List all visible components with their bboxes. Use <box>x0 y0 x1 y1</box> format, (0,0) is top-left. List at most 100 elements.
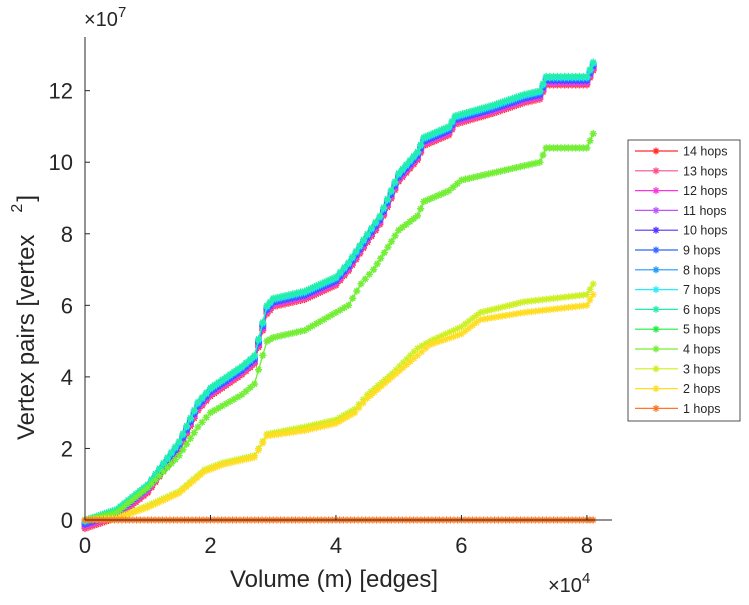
series-10-hops <box>82 63 597 528</box>
data-point <box>587 296 594 303</box>
data-point <box>590 130 597 137</box>
y-tick-label: 12 <box>49 79 73 104</box>
legend-marker <box>653 227 660 234</box>
data-point <box>536 87 543 94</box>
data-point <box>160 459 167 466</box>
legend-marker <box>653 167 660 174</box>
series-line <box>85 70 593 528</box>
x-tick-label: 2 <box>204 533 216 558</box>
y-tick-label: 0 <box>61 508 73 533</box>
x-tick-label: 6 <box>455 533 467 558</box>
legend-label: 7 hops <box>683 283 721 297</box>
series-line <box>85 67 593 525</box>
data-point <box>392 232 399 239</box>
data-point <box>388 238 395 245</box>
legend-marker <box>653 148 660 155</box>
x-tick-label: 4 <box>330 533 342 558</box>
data-point <box>377 255 384 262</box>
series-2-hops <box>82 291 597 523</box>
data-point <box>381 249 388 256</box>
data-point <box>590 291 597 298</box>
data-point <box>445 123 452 130</box>
y-tick-label: 4 <box>61 365 73 390</box>
series-line <box>85 284 593 520</box>
x-axis-label: Volume (m) [edges] <box>230 566 438 593</box>
data-point <box>183 441 190 448</box>
legend-label: 13 hops <box>683 164 727 178</box>
legend-label: 1 hops <box>683 402 721 416</box>
series-line <box>85 66 593 524</box>
data-point <box>380 204 387 211</box>
data-point <box>539 152 546 159</box>
series-line <box>85 65 593 523</box>
data-point <box>376 212 383 219</box>
series-line <box>85 71 593 529</box>
y-tick-label: 6 <box>61 293 73 318</box>
legend-label: 14 hops <box>683 145 727 159</box>
data-point <box>255 366 262 373</box>
y-tick-label: 8 <box>61 222 73 247</box>
series-6-hops <box>82 59 597 524</box>
data-point <box>259 352 266 359</box>
data-point <box>587 137 594 144</box>
legend-label: 5 hops <box>683 323 721 337</box>
data-point <box>187 435 194 442</box>
legend-label: 4 hops <box>683 343 721 357</box>
x-tick-label: 8 <box>581 533 593 558</box>
series-8-hops <box>82 61 597 526</box>
x-tick-label: 0 <box>79 533 91 558</box>
plot-area <box>82 59 597 533</box>
data-point <box>417 205 424 212</box>
data-point <box>251 381 258 388</box>
data-point <box>259 319 266 326</box>
series-line <box>85 62 593 520</box>
legend-label: 11 hops <box>683 204 727 218</box>
legend-label: 6 hops <box>683 303 721 317</box>
legend-marker <box>653 346 660 353</box>
data-point <box>370 266 377 273</box>
legend-label: 8 hops <box>683 263 721 277</box>
legend-label: 12 hops <box>683 184 727 198</box>
data-point <box>353 288 360 295</box>
legend-label: 9 hops <box>683 244 721 258</box>
legend-label: 3 hops <box>683 362 721 376</box>
data-point <box>191 429 198 436</box>
legend-marker <box>653 207 660 214</box>
data-point <box>587 286 594 293</box>
data-point <box>191 406 198 413</box>
series-line <box>85 63 593 521</box>
x-multiplier: ×104 <box>548 570 590 597</box>
data-point <box>583 144 590 151</box>
series-5-hops <box>82 130 597 523</box>
y-axis-label: Vertex pairs [vertex2] <box>9 195 40 440</box>
series-7-hops <box>82 60 597 525</box>
series-4-hops <box>82 130 597 523</box>
data-point <box>539 80 546 87</box>
series-14-hops <box>82 67 597 532</box>
legend-marker <box>653 187 660 194</box>
data-point <box>374 260 381 267</box>
series-3-hops <box>82 280 597 523</box>
series-9-hops <box>82 62 597 527</box>
y-tick-label: 2 <box>61 436 73 461</box>
y-tick-label: 10 <box>49 150 73 175</box>
data-point <box>590 280 597 287</box>
legend-marker <box>653 247 660 254</box>
legend-label: 10 hops <box>683 224 727 238</box>
series-line <box>85 295 593 520</box>
series-line <box>85 68 593 526</box>
data-point <box>384 244 391 251</box>
data-point <box>349 295 356 302</box>
data-point <box>414 212 421 219</box>
y-multiplier: ×107 <box>84 4 126 31</box>
series-11-hops <box>82 64 597 529</box>
series-line <box>85 64 593 522</box>
data-point <box>590 59 597 66</box>
data-point <box>414 148 421 155</box>
legend-box <box>628 140 740 421</box>
data-point <box>368 224 375 231</box>
series-13-hops <box>82 66 597 531</box>
legend-label: 2 hops <box>683 382 721 396</box>
series-12-hops <box>82 65 597 530</box>
